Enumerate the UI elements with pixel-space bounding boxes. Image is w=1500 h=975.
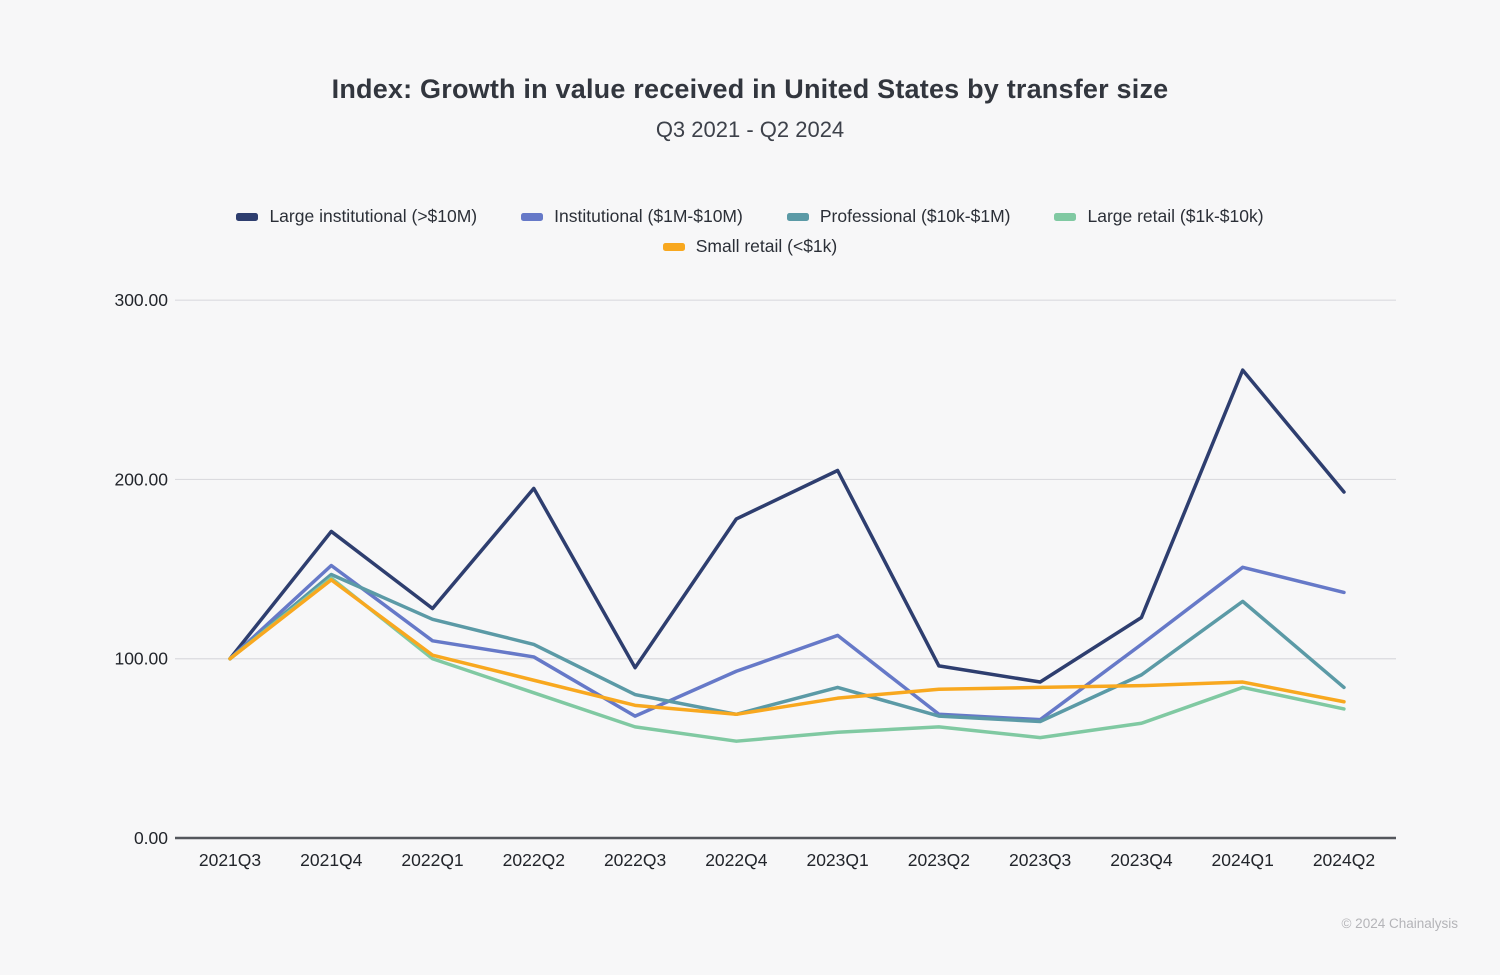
x-tick-label: 2023Q3 [1009, 850, 1071, 870]
y-tick-label: 100.00 [114, 649, 168, 669]
legend-label: Large institutional (>$10M) [269, 206, 478, 226]
legend-item: Institutional ($1M-$10M) [521, 206, 743, 227]
legend-label: Small retail (<$1k) [695, 236, 838, 256]
x-tick-label: 2022Q4 [705, 850, 768, 870]
legend-label: Professional ($10k-$1M) [819, 206, 1011, 226]
series-line-2 [228, 572, 1346, 724]
legend-item: Large institutional (>$10M) [236, 206, 477, 227]
y-tick-label: 300.00 [114, 290, 168, 310]
series-line-0 [228, 368, 1346, 684]
legend-item: Professional ($10k-$1M) [786, 206, 1011, 227]
x-tick-label: 2022Q3 [604, 850, 666, 870]
legend-swatch [786, 212, 809, 221]
series-line-3 [228, 576, 1346, 743]
legend-swatch [236, 212, 259, 221]
legend-row-2: Small retail (<$1k) [662, 236, 838, 257]
x-tick-label: 2024Q2 [1313, 850, 1375, 870]
legend-item: Large retail ($1k-$10k) [1054, 206, 1264, 227]
copyright: © 2024 Chainalysis [1341, 916, 1458, 931]
legend-label: Institutional ($1M-$10M) [554, 206, 743, 226]
x-tick-label: 2023Q4 [1110, 850, 1173, 870]
x-tick-label: 2021Q3 [199, 850, 261, 870]
x-tick-label: 2021Q4 [300, 850, 363, 870]
series-line-1 [228, 563, 1346, 722]
chart-title: Index: Growth in value received in Unite… [331, 74, 1169, 104]
y-tick-label: 200.00 [114, 469, 168, 489]
y-tick-label: 0.00 [134, 828, 168, 848]
legend-swatch [1054, 212, 1077, 221]
legend-row-1: Large institutional (>$10M) Institutional… [236, 206, 1264, 227]
chart-subtitle: Q3 2021 - Q2 2024 [655, 117, 845, 142]
x-tick-label: 2022Q2 [503, 850, 565, 870]
legend-swatch [662, 242, 685, 251]
legend-swatch [521, 212, 544, 221]
legend: Large institutional (>$10M) Institutional… [0, 206, 1500, 257]
legend-label: Large retail ($1k-$10k) [1087, 206, 1264, 226]
x-tick-label: 2024Q1 [1212, 850, 1274, 870]
x-tick-label: 2022Q1 [401, 850, 463, 870]
x-tick-label: 2023Q1 [806, 850, 868, 870]
series-line-4 [228, 578, 1346, 717]
legend-item: Small retail (<$1k) [662, 236, 838, 257]
x-tick-label: 2023Q2 [908, 850, 970, 870]
